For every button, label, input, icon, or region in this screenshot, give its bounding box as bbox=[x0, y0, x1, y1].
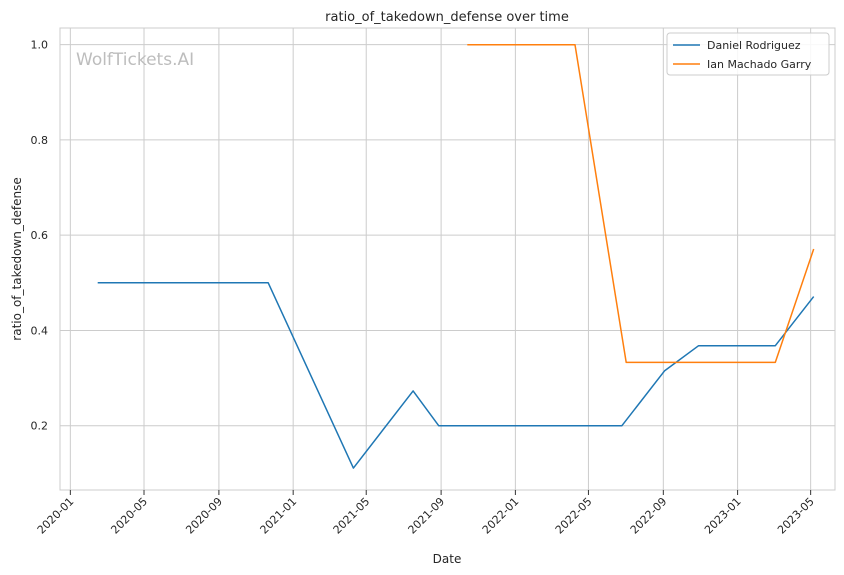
legend: Daniel Rodriguez Ian Machado Garry bbox=[666, 32, 830, 76]
y-axis-label: ratio_of_takedown_defense bbox=[10, 177, 24, 340]
watermark: WolfTickets.AI bbox=[76, 50, 194, 70]
x-axis-label: Date bbox=[433, 552, 462, 566]
x-tick-label: 2021-01 bbox=[258, 495, 300, 537]
y-tick-label: 1.0 bbox=[31, 39, 49, 52]
plot-background bbox=[59, 27, 836, 491]
x-tick-label: 2021-09 bbox=[406, 495, 448, 537]
y-axis: 0.2 0.4 0.6 0.8 1.0 bbox=[31, 39, 49, 433]
x-tick-label: 2020-05 bbox=[108, 495, 150, 537]
x-tick-label: 2020-01 bbox=[35, 495, 77, 537]
x-tick-label: 2023-01 bbox=[702, 495, 744, 537]
series-line bbox=[467, 43, 815, 364]
x-tick-label: 2022-09 bbox=[628, 495, 670, 537]
x-tick-label: 2022-05 bbox=[553, 495, 595, 537]
legend-box bbox=[666, 32, 830, 76]
x-axis: 2020-01 2020-05 2020-09 2021-01 2021-05 2021-… bbox=[35, 490, 817, 537]
x-tick-label: 2023-05 bbox=[775, 495, 817, 537]
x-tick-label: 2021-05 bbox=[331, 495, 373, 537]
y-tick-label: 0.2 bbox=[31, 420, 49, 433]
legend-label: Ian Machado Garry bbox=[707, 58, 812, 71]
y-tick-label: 0.4 bbox=[31, 324, 49, 337]
series-layer bbox=[97, 43, 815, 469]
chart-title: ratio_of_takedown_defense over time bbox=[325, 10, 569, 25]
x-tick-label: 2020-09 bbox=[183, 495, 225, 537]
grid bbox=[60, 28, 835, 490]
series-line bbox=[97, 282, 815, 469]
x-tick-label: 2022-01 bbox=[480, 495, 522, 537]
y-tick-label: 0.8 bbox=[31, 134, 49, 147]
y-tick-label: 0.6 bbox=[31, 229, 49, 242]
legend-label: Daniel Rodriguez bbox=[707, 39, 801, 52]
